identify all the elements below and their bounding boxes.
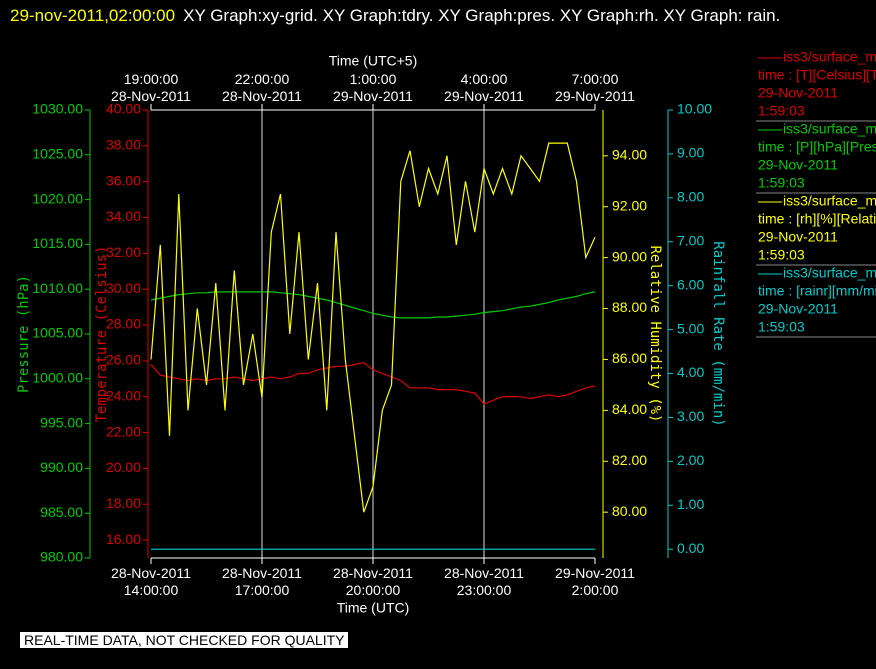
series-line — [150, 142, 596, 513]
y-tick-label: 38.00 — [106, 137, 141, 153]
x-top-tick-label: 7:00:00 29-Nov-2011 — [555, 71, 635, 104]
x-tick-label: 28-Nov-2011 20:00:00 — [333, 565, 413, 598]
series-line — [150, 291, 596, 319]
y-tick-label: 80.00 — [612, 503, 647, 519]
legend-name: iss3/surface_me — [783, 193, 876, 209]
y-axis-title: Temperature (Celsius) — [94, 245, 110, 422]
x-top-tick-label: 4:00:00 29-Nov-2011 — [444, 71, 524, 104]
y-tick-label: 1005.00 — [32, 325, 83, 341]
legend-detail: time : [P][hPa][Pres — [758, 139, 876, 155]
y-tick-label: 32.00 — [106, 244, 141, 260]
legend-date: 29-Nov-2011 — [758, 229, 838, 245]
legend-date: 29-Nov-2011 — [758, 301, 838, 317]
y-tick-label: 1025.00 — [32, 146, 83, 162]
y-tick-label: 10.00 — [677, 101, 712, 117]
y-tick-label: 20.00 — [106, 459, 141, 475]
legend-time: 1:59:03 — [758, 247, 805, 263]
y-tick-label: 6.00 — [677, 276, 704, 292]
y-tick-label: 18.00 — [106, 495, 141, 511]
y-tick-label: 7.00 — [677, 232, 704, 248]
x-tick-label: 29-Nov-2011 2:00:00 — [555, 565, 635, 598]
quality-note: REAL-TIME DATA, NOT CHECKED FOR QUALITY — [20, 632, 349, 648]
legend-time: 1:59:03 — [758, 103, 805, 119]
series-line — [150, 362, 596, 405]
x-tick-label: 28-Nov-2011 17:00:00 — [222, 565, 302, 598]
x-top-tick-label: 19:00:00 28-Nov-2011 — [111, 71, 191, 104]
y-tick-label: 1020.00 — [32, 190, 83, 206]
title: 29-nov-2011,02:00:00 — [10, 6, 176, 25]
header: 29-nov-2011,02:00:00 XY Graph:xy-grid. XY… — [10, 2, 860, 30]
legend-detail: time : [rh][%][Relati — [758, 211, 876, 227]
y-tick-label: 34.00 — [106, 208, 141, 224]
y-tick-label: 86.00 — [612, 350, 647, 366]
y-axis-title: Pressure (hPa) — [16, 275, 32, 393]
y-tick-label: 36.00 — [106, 172, 141, 188]
y-tick-label: 1015.00 — [32, 235, 83, 251]
y-tick-label: 1000.00 — [32, 370, 83, 386]
legend-name: iss3/surface_me — [783, 49, 876, 65]
legend-time: 1:59:03 — [758, 319, 805, 335]
y-tick-label: 2.00 — [677, 452, 704, 468]
y-tick-label: 88.00 — [612, 299, 647, 315]
y-tick-label: 980.00 — [40, 549, 83, 565]
y-tick-label: 84.00 — [612, 401, 647, 417]
x-top-tick-label: 22:00:00 28-Nov-2011 — [222, 71, 302, 104]
y-tick-label: 1010.00 — [32, 280, 83, 296]
y-tick-label: 990.00 — [40, 459, 83, 475]
y-tick-label: 82.00 — [612, 452, 647, 468]
x-axis-title: Time (UTC) — [337, 600, 410, 616]
y-tick-label: 22.00 — [106, 423, 141, 439]
y-axis-title: Relative Humidity (%) — [647, 245, 663, 422]
legend-time: 1:59:03 — [758, 175, 805, 191]
x-top-tick-label: 1:00:00 29-Nov-2011 — [333, 71, 413, 104]
y-tick-label: 94.00 — [612, 147, 647, 163]
y-tick-label: 24.00 — [106, 387, 141, 403]
y-tick-label: 995.00 — [40, 414, 83, 430]
y-tick-label: 30.00 — [106, 280, 141, 296]
y-tick-label: 8.00 — [677, 189, 704, 205]
y-tick-label: 5.00 — [677, 320, 704, 336]
y-tick-label: 1.00 — [677, 496, 704, 512]
y-tick-label: 1030.00 — [32, 101, 83, 117]
y-tick-label: 985.00 — [40, 504, 83, 520]
x-tick-label: 28-Nov-2011 14:00:00 — [111, 565, 191, 598]
legend-detail: time : [T][Celsius][T — [758, 67, 876, 83]
y-tick-label: 4.00 — [677, 364, 704, 380]
legend-name: iss3/surface_me — [783, 265, 876, 281]
y-tick-label: 26.00 — [106, 352, 141, 368]
y-tick-label: 9.00 — [677, 145, 704, 161]
x-tick-label: 28-Nov-2011 23:00:00 — [444, 565, 524, 598]
x-top-axis-title: Time (UTC+5) — [329, 53, 418, 69]
legend-date: 29-Nov-2011 — [758, 85, 838, 101]
y-tick-label: 3.00 — [677, 408, 704, 424]
y-axis-title: Rainfall Rate (mm/min) — [710, 241, 726, 426]
y-tick-label: 90.00 — [612, 248, 647, 264]
legend-detail: time : [rainr][mm/mi — [758, 283, 876, 299]
y-tick-label: 92.00 — [612, 197, 647, 213]
legend-date: 29-Nov-2011 — [758, 157, 838, 173]
subtitle: XY Graph:xy-grid. XY Graph:tdry. XY Grap… — [183, 6, 781, 25]
y-tick-label: 40.00 — [106, 101, 141, 117]
y-tick-label: 0.00 — [677, 540, 704, 556]
y-tick-label: 28.00 — [106, 316, 141, 332]
y-tick-label: 16.00 — [106, 531, 141, 547]
legend-name: iss3/surface_me — [783, 121, 876, 137]
